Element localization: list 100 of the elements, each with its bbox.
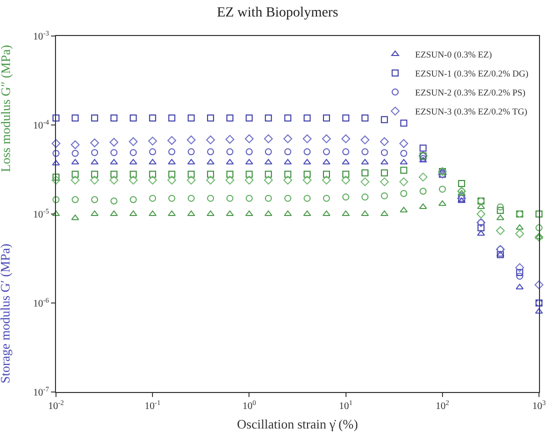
point <box>130 170 137 178</box>
point <box>400 120 408 127</box>
point <box>226 158 234 164</box>
point <box>246 114 253 122</box>
x-tick-label: 10$^{-2}$ <box>48 398 64 412</box>
point <box>342 114 350 122</box>
y-tick-label: 10$^{-3}$ <box>33 29 50 42</box>
point <box>304 170 311 178</box>
point <box>400 150 408 157</box>
point <box>52 139 60 148</box>
point <box>284 194 292 202</box>
point <box>380 149 388 156</box>
point <box>246 170 253 178</box>
x-axis-title: Oscillation strain γ̇ (%) <box>237 416 358 432</box>
point <box>399 177 408 186</box>
point <box>71 214 80 220</box>
point <box>148 136 157 146</box>
y-tick-label: 10$^{-7}$ <box>33 385 50 398</box>
point <box>284 114 292 122</box>
point <box>110 114 118 122</box>
point <box>380 192 388 200</box>
point <box>110 158 118 164</box>
point <box>322 134 331 144</box>
point <box>168 148 176 156</box>
point <box>400 158 408 164</box>
point <box>129 158 138 164</box>
point <box>322 170 330 178</box>
point <box>52 150 60 157</box>
point <box>536 224 542 232</box>
point <box>496 214 504 220</box>
point <box>245 158 254 164</box>
point <box>130 196 137 204</box>
point <box>110 176 118 185</box>
y-tick-label: 10$^{-4}$ <box>33 118 50 132</box>
point <box>168 114 176 122</box>
point <box>149 170 156 178</box>
point <box>418 172 428 182</box>
point <box>128 176 138 185</box>
point <box>186 136 196 144</box>
legend-label: EZSUN-2 (0.3% EZ/0.2% PS) <box>415 88 526 98</box>
point <box>341 134 350 144</box>
point <box>52 176 60 185</box>
point <box>225 134 234 144</box>
point <box>70 176 80 185</box>
point <box>225 176 234 185</box>
y2-axis-title: Loss modulus G″ (MPa) <box>0 44 13 172</box>
point <box>264 158 272 164</box>
point <box>304 194 311 202</box>
point <box>322 176 331 185</box>
point <box>284 158 292 164</box>
point <box>110 197 118 204</box>
point <box>302 176 312 185</box>
x-tick-label: 10$^{3}$ <box>532 398 546 412</box>
point <box>400 190 408 197</box>
point <box>72 196 79 204</box>
point <box>72 150 79 157</box>
point <box>246 194 253 202</box>
point <box>477 203 485 209</box>
point <box>303 158 312 164</box>
point <box>361 169 368 176</box>
point <box>515 229 524 238</box>
point <box>90 176 100 185</box>
point <box>52 114 60 122</box>
point <box>207 194 214 202</box>
point <box>419 203 428 209</box>
point <box>188 148 195 156</box>
point <box>90 158 99 164</box>
point <box>148 158 157 164</box>
point <box>516 224 524 230</box>
point <box>341 176 350 185</box>
point <box>342 194 350 201</box>
point <box>91 114 98 122</box>
point <box>110 138 118 147</box>
point <box>534 280 544 290</box>
x-tick-label: 10$^{1}$ <box>339 398 354 412</box>
point <box>70 140 80 150</box>
point <box>380 137 389 146</box>
point <box>264 114 272 122</box>
point <box>400 166 408 174</box>
point <box>380 116 388 124</box>
point <box>535 234 543 240</box>
point <box>420 188 427 195</box>
point <box>496 206 504 214</box>
x-tick-label: 10$^{0}$ <box>242 398 256 412</box>
point <box>516 272 524 280</box>
point <box>264 176 273 185</box>
point <box>72 170 79 178</box>
point <box>304 114 311 122</box>
point <box>71 158 80 164</box>
point <box>264 148 272 156</box>
point <box>91 170 98 178</box>
point <box>206 176 215 185</box>
point <box>478 224 485 232</box>
point <box>188 114 195 122</box>
point <box>438 186 446 193</box>
point <box>534 232 544 242</box>
point <box>458 180 466 188</box>
point <box>322 148 330 156</box>
point <box>264 134 273 144</box>
point <box>361 158 369 164</box>
